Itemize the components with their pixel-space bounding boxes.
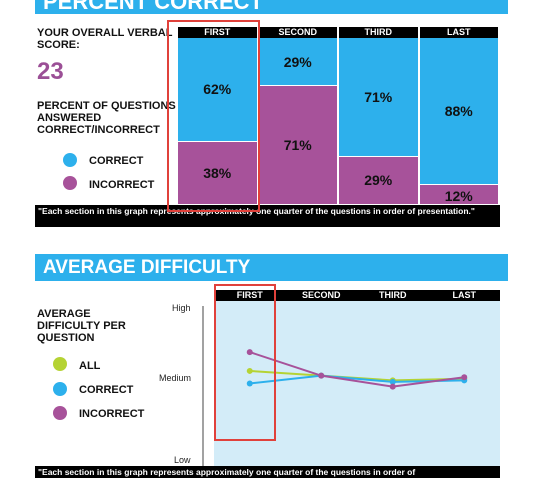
point-incorrect-first [246, 349, 253, 356]
percent-correct-banner: PERCENT CORRECT [35, 0, 508, 14]
legend-correct-label: CORRECT [89, 155, 144, 167]
series-line-incorrect [249, 351, 465, 388]
point-correct-first [246, 380, 253, 387]
bar-correct-second: 29% [258, 38, 337, 86]
bar-label-incorrect-third: 29% [364, 172, 393, 189]
legend-incorrect-dot-2 [53, 406, 67, 420]
line-header-last: LAST [428, 290, 500, 301]
bar-incorrect-third: 29% [339, 156, 418, 204]
bar-header-third: THIRD [339, 27, 418, 38]
average-difficulty-subtitle: AVERAGE DIFFICULTY PER QUESTION [37, 308, 126, 344]
score-value: 23 [37, 58, 64, 85]
percent-correct-title: PERCENT CORRECT [43, 0, 264, 14]
y-tick-high: High [172, 303, 191, 313]
line-header-second: SECOND [285, 290, 357, 301]
bar-correct-third: 71% [339, 38, 418, 156]
y-tick-low: Low [174, 455, 191, 465]
highlight-first-column-bottom [214, 284, 276, 441]
legend-incorrect-label-2: INCORRECT [79, 408, 145, 420]
legend-incorrect-dot [63, 176, 77, 190]
bar-header-last: LAST [419, 27, 498, 38]
percent-correct-bar-chart: FIRST 62% 38% SECOND 29% 71% THIRD 71% 29% LAST 88… [178, 27, 500, 205]
average-difficulty-title: AVERAGE DIFFICULTY [43, 257, 251, 278]
line-chart-svg [202, 301, 500, 466]
score-label: YOUR OVERALL VERBAL SCORE: [37, 27, 173, 51]
legend-correct-label-2: CORRECT [79, 384, 134, 396]
highlight-first-column-top [167, 20, 260, 212]
bar-label-correct-third: 71% [364, 88, 393, 105]
bar-incorrect-second: 71% [258, 86, 337, 204]
point-all-first [246, 367, 253, 374]
bar-label-incorrect-last: 12% [444, 187, 473, 204]
legend-correct-dot-2 [53, 382, 67, 396]
y-tick-medium: Medium [159, 373, 192, 383]
point-incorrect-second [318, 372, 325, 379]
bar-label-correct-second: 29% [283, 53, 312, 70]
average-difficulty-line-chart: FIRST SECOND THIRD LAST [200, 290, 500, 466]
legend-all-label: ALL [79, 360, 101, 372]
legend-incorrect-label: INCORRECT [89, 179, 155, 191]
line-header-first: FIRST [214, 290, 286, 301]
bar-label-incorrect-second: 71% [283, 137, 312, 154]
legend-correct-dot [63, 153, 77, 167]
plot-area [214, 301, 500, 466]
bar-header-second: SECOND [258, 27, 337, 38]
bar-incorrect-first: 38% [178, 141, 257, 204]
average-difficulty-footnote: "Each section in this graph represents a… [35, 466, 500, 478]
line-header-third: THIRD [357, 290, 429, 301]
point-correct-third [389, 378, 396, 385]
point-incorrect-last [461, 374, 468, 381]
bar-incorrect-last: 12% [419, 184, 498, 204]
legend-all-dot [53, 357, 67, 371]
point-incorrect-third [389, 383, 396, 390]
bar-header-first: FIRST [178, 27, 257, 38]
bar-label-correct-last: 88% [444, 102, 473, 119]
bar-label-incorrect-first: 38% [203, 164, 232, 181]
bar-correct-first: 62% [178, 38, 257, 141]
percent-correct-footnote: "Each section in this graph represents a… [35, 205, 500, 227]
bar-label-correct-first: 62% [203, 81, 232, 98]
percent-questions-subtitle: PERCENT OF QUESTIONS ANSWERED CORRECT/IN… [37, 100, 176, 136]
bar-correct-last: 88% [419, 38, 498, 184]
average-difficulty-banner: AVERAGE DIFFICULTY [35, 254, 508, 281]
